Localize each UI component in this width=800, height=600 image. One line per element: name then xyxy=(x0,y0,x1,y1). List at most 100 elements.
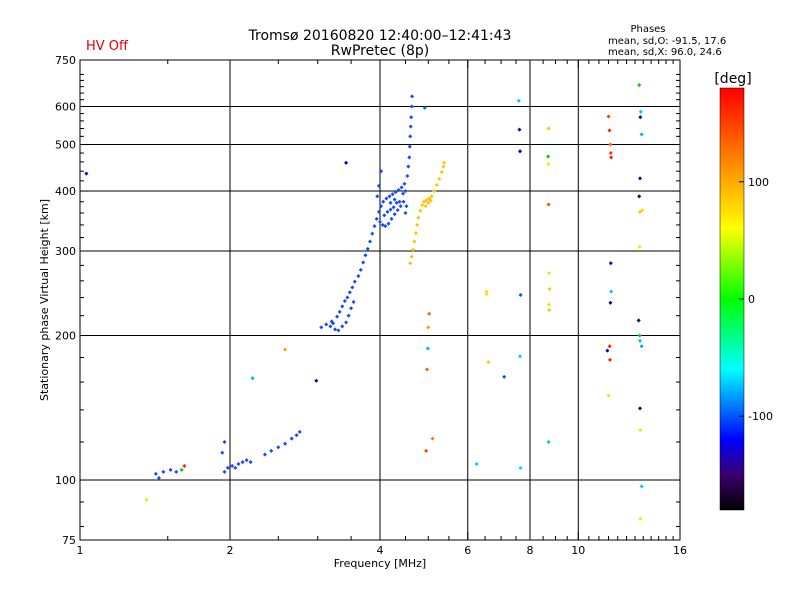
echo-point xyxy=(609,289,614,294)
echo-point xyxy=(411,247,416,252)
echo-point xyxy=(356,274,361,279)
echo-point xyxy=(397,199,402,204)
echo-point xyxy=(416,215,421,220)
echo-point xyxy=(608,300,613,305)
echo-point xyxy=(392,212,397,217)
echo-point xyxy=(427,311,432,316)
echo-point xyxy=(518,292,523,297)
echo-point xyxy=(328,324,333,329)
colorbar-label: [deg] xyxy=(714,71,751,87)
data-points xyxy=(84,83,645,521)
echo-point xyxy=(637,406,643,411)
echo-point xyxy=(372,224,377,229)
echo-point xyxy=(342,299,347,304)
echo-point xyxy=(391,205,396,210)
x-tick-label: 8 xyxy=(527,544,534,557)
echo-point xyxy=(363,253,368,258)
echo-point xyxy=(606,114,611,119)
echo-point xyxy=(403,210,408,216)
echo-point xyxy=(639,132,644,137)
echo-point xyxy=(423,204,428,209)
echo-point xyxy=(442,160,447,165)
echo-point xyxy=(380,222,385,227)
x-axis-label: Frequency [MHz] xyxy=(334,557,426,570)
echo-point xyxy=(408,134,413,139)
echo-point xyxy=(637,176,643,181)
echo-point xyxy=(638,115,643,120)
echo-point xyxy=(250,376,255,381)
echo-point xyxy=(546,126,551,131)
echo-point xyxy=(415,222,420,227)
echo-point xyxy=(375,194,380,199)
echo-point xyxy=(376,183,381,188)
echo-point xyxy=(474,461,479,467)
echo-point xyxy=(398,204,403,209)
echo-point xyxy=(236,461,241,467)
echo-point xyxy=(377,219,383,224)
echo-point xyxy=(358,267,363,272)
hv-status-label: HV Off xyxy=(86,39,129,54)
colorbar-ticks: 100 0 -100 xyxy=(739,176,773,423)
echo-point xyxy=(240,460,245,465)
echo-point xyxy=(336,328,341,333)
echo-point xyxy=(156,475,161,480)
echo-point xyxy=(376,209,381,214)
echo-point xyxy=(607,344,612,349)
echo-point xyxy=(345,295,350,300)
echo-point xyxy=(389,216,394,221)
echo-point xyxy=(412,239,417,244)
echo-point xyxy=(424,448,429,453)
echo-point xyxy=(396,187,401,193)
echo-point xyxy=(382,213,387,218)
echo-point xyxy=(404,204,409,209)
echo-point xyxy=(518,149,523,154)
echo-point xyxy=(350,285,355,290)
echo-point xyxy=(484,292,489,297)
echo-point xyxy=(427,196,432,201)
echo-point xyxy=(179,467,184,472)
echo-point xyxy=(401,199,406,204)
chart-title: Tromsø 20160820 12:40:00–12:41:43 xyxy=(248,28,512,44)
echo-point xyxy=(289,436,294,441)
echo-point xyxy=(349,306,354,311)
x-tick-label: 2 xyxy=(227,544,234,557)
echo-point xyxy=(402,181,407,186)
echo-point xyxy=(387,194,392,199)
echo-point xyxy=(637,83,642,88)
colorbar-tick-label: -100 xyxy=(748,410,773,423)
echo-point xyxy=(605,348,610,353)
echo-point xyxy=(374,216,379,221)
echo-point xyxy=(547,308,552,313)
echo-point xyxy=(546,154,551,159)
echo-point xyxy=(361,260,366,265)
chart-subtitle: RwPretec (8p) xyxy=(331,43,429,59)
echo-point xyxy=(409,104,414,109)
echo-point xyxy=(439,170,444,175)
echo-point xyxy=(222,469,227,474)
echo-point xyxy=(608,357,613,362)
echo-point xyxy=(432,189,437,194)
echo-point xyxy=(388,200,393,205)
echo-point xyxy=(144,497,149,502)
echo-point xyxy=(405,173,410,178)
y-axis: 75 100 200 300 400 500 600 750 xyxy=(55,54,680,547)
echo-point xyxy=(352,279,357,284)
echo-point xyxy=(365,246,370,251)
echo-point xyxy=(386,221,391,226)
echo-point xyxy=(248,460,253,465)
echo-point xyxy=(606,393,611,398)
echo-point xyxy=(346,313,351,318)
echo-point xyxy=(636,318,641,323)
echo-point xyxy=(486,360,491,365)
x-tick-label: 16 xyxy=(673,544,687,557)
echo-point xyxy=(283,441,288,446)
echo-point xyxy=(421,199,426,204)
echo-point xyxy=(153,471,158,476)
echo-point xyxy=(409,254,414,259)
echo-point xyxy=(413,231,418,236)
y-tick-label: 600 xyxy=(55,101,76,114)
echo-point xyxy=(517,127,522,132)
echo-point xyxy=(335,314,340,319)
echo-point xyxy=(407,144,412,149)
x-tick-label: 10 xyxy=(571,544,585,557)
